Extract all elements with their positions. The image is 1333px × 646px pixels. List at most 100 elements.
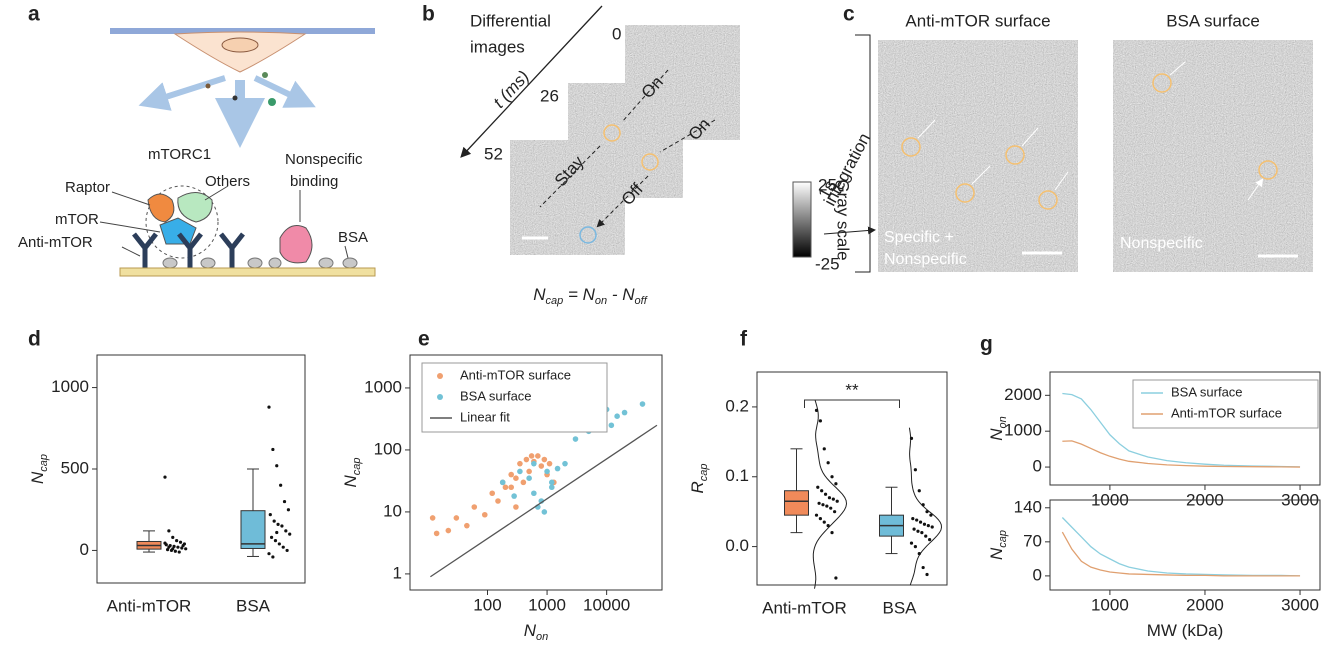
y-axis-label: Ncap xyxy=(341,457,362,487)
point xyxy=(909,541,914,545)
antibodies xyxy=(132,232,245,268)
point xyxy=(833,510,837,514)
y-tick-label: 0.0 xyxy=(725,536,749,555)
x-tick-label: BSA xyxy=(236,596,271,615)
label: 26 xyxy=(540,86,559,105)
x-axis-label-part: N xyxy=(524,621,537,640)
time-arrow xyxy=(460,5,603,158)
legend-label: Anti-mTOR surface xyxy=(460,367,571,382)
panel-b: b Differential images t (ms) 0 26 52 On … xyxy=(422,3,871,307)
point xyxy=(548,484,555,491)
panel-label: c xyxy=(843,3,855,26)
arrow xyxy=(253,75,316,108)
point xyxy=(181,543,185,548)
spot xyxy=(579,226,597,244)
point xyxy=(823,492,828,496)
caption: Nonspecific xyxy=(884,251,967,268)
significance-bracket xyxy=(804,399,900,408)
point xyxy=(171,547,175,551)
colorbar xyxy=(792,181,812,258)
y-axis-label-part: N xyxy=(987,428,1006,441)
plot-frame xyxy=(409,354,663,591)
x-axis-label: MW (kDa) xyxy=(1147,621,1223,640)
label: 25 xyxy=(818,175,837,194)
panel-a: a mTORC1 Raptor Others mTOR Anti-mTOR No… xyxy=(18,3,376,277)
y-axis-label-part: cap xyxy=(997,530,1009,548)
label: 0 xyxy=(612,24,621,43)
point xyxy=(445,527,452,534)
y-tick-label: 10 xyxy=(383,501,402,520)
point xyxy=(548,479,555,486)
point xyxy=(827,496,832,500)
point xyxy=(818,419,822,423)
point xyxy=(165,548,170,552)
legend-box xyxy=(421,362,608,433)
point xyxy=(271,555,275,559)
point xyxy=(267,405,271,409)
point xyxy=(930,525,934,529)
y-tick-label: 0 xyxy=(1033,565,1042,584)
point xyxy=(520,479,527,486)
point xyxy=(172,544,176,548)
point xyxy=(268,513,272,517)
point xyxy=(920,531,924,535)
point xyxy=(178,540,183,544)
y-tick-label: 500 xyxy=(61,458,89,477)
point xyxy=(269,535,274,540)
y-axis-label-part: cap xyxy=(351,457,363,475)
point xyxy=(925,572,929,577)
point xyxy=(280,524,284,528)
point xyxy=(531,490,537,497)
x-axis-label-part: MW (kDa) xyxy=(1147,621,1223,640)
point xyxy=(928,538,932,542)
point xyxy=(284,529,288,533)
line xyxy=(1061,517,1301,577)
point xyxy=(489,490,496,497)
point xyxy=(523,456,530,463)
line xyxy=(1062,440,1301,468)
point xyxy=(433,530,440,537)
y-tick-label: 140 xyxy=(1014,497,1042,516)
point xyxy=(495,498,501,504)
point xyxy=(277,542,281,546)
caption: Nonspecific xyxy=(1120,235,1203,252)
point xyxy=(834,482,838,486)
point xyxy=(279,483,283,487)
y-tick-label: 2000 xyxy=(1004,385,1042,404)
legend-label: Linear fit xyxy=(460,409,510,424)
point xyxy=(171,535,175,540)
point xyxy=(526,475,532,481)
label: Nonspecific xyxy=(285,151,363,168)
point xyxy=(825,504,829,508)
legend-label: BSA surface xyxy=(460,388,532,403)
point xyxy=(924,534,928,538)
point xyxy=(453,515,460,521)
point xyxy=(531,460,537,467)
image xyxy=(1113,40,1313,272)
y-axis-label-part: cap xyxy=(698,463,710,481)
y-axis-label-part: R xyxy=(688,481,707,493)
y-tick-label: 1000 xyxy=(51,377,89,396)
point xyxy=(535,453,541,459)
point xyxy=(913,544,917,549)
point xyxy=(163,475,167,479)
y-tick-label: 1000 xyxy=(364,377,402,396)
arrow xyxy=(138,75,226,111)
nucleus xyxy=(221,37,259,53)
point xyxy=(835,499,839,503)
point xyxy=(508,484,515,491)
point xyxy=(163,541,167,545)
x-tick-label: 3000 xyxy=(1281,595,1319,614)
label: mTOR xyxy=(55,211,99,228)
panel-label: d xyxy=(28,328,41,351)
x-axis-label: Non xyxy=(524,621,549,642)
legend-label: BSA surface xyxy=(1171,384,1243,399)
point xyxy=(471,504,478,510)
point xyxy=(281,545,285,549)
point xyxy=(275,530,279,535)
caption: Specific + xyxy=(884,229,954,246)
label: Anti-mTOR xyxy=(18,234,93,251)
y-axis-label: Non xyxy=(987,416,1008,441)
plot-frame xyxy=(756,371,948,586)
label: binding xyxy=(290,173,338,190)
